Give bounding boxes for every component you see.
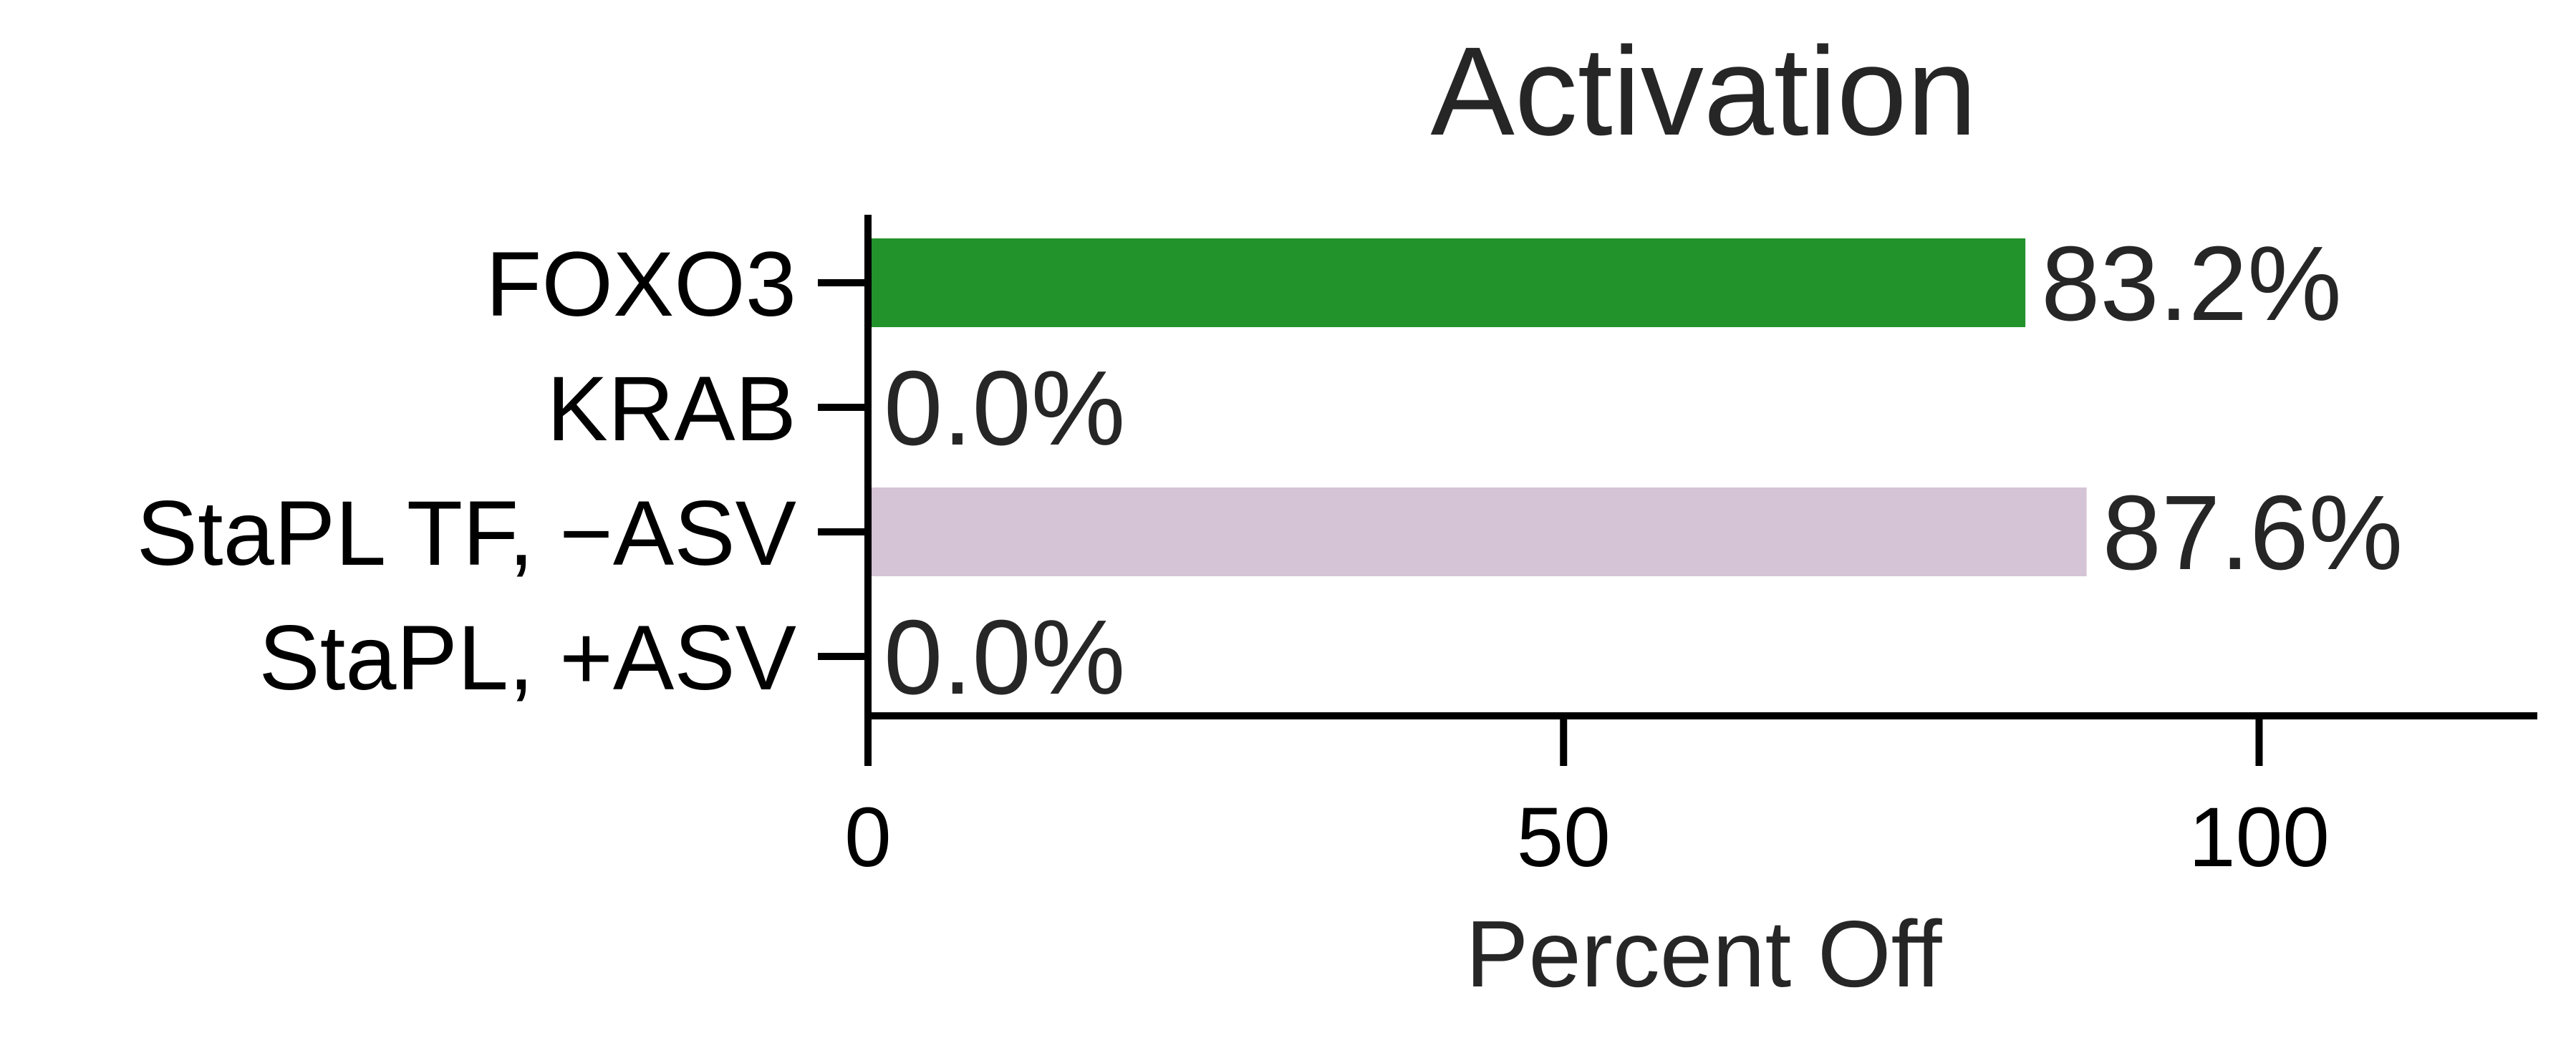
bar-value-label: 0.0% [884, 349, 1125, 467]
bar-3 [868, 487, 2087, 576]
bars-group [868, 238, 2087, 576]
data-labels-group: 83.2% 0.0% 87.6% 0.0% [884, 225, 2403, 717]
category-label: StaPL, +ASV [259, 607, 796, 709]
x-tick-label: 100 [2189, 790, 2330, 885]
bar-value-label: 83.2% [2041, 225, 2342, 343]
y-axis: FOXO3 KRAB StaPL TF, −ASV StaPL, +ASV [137, 215, 872, 719]
category-label: KRAB [546, 358, 796, 460]
category-label: FOXO3 [486, 233, 796, 336]
x-axis-label: Percent Off [1465, 901, 1942, 1006]
chart-title: Activation [1430, 21, 1977, 162]
x-tick-label: 0 [844, 790, 892, 885]
bar-value-label: 87.6% [2103, 474, 2403, 592]
bar-value-label: 0.0% [884, 598, 1125, 717]
x-axis: 0 50 100 [844, 712, 2537, 885]
x-tick-label: 50 [1517, 790, 1611, 885]
category-label: StaPL TF, −ASV [137, 482, 796, 585]
bar-1 [868, 238, 2026, 327]
